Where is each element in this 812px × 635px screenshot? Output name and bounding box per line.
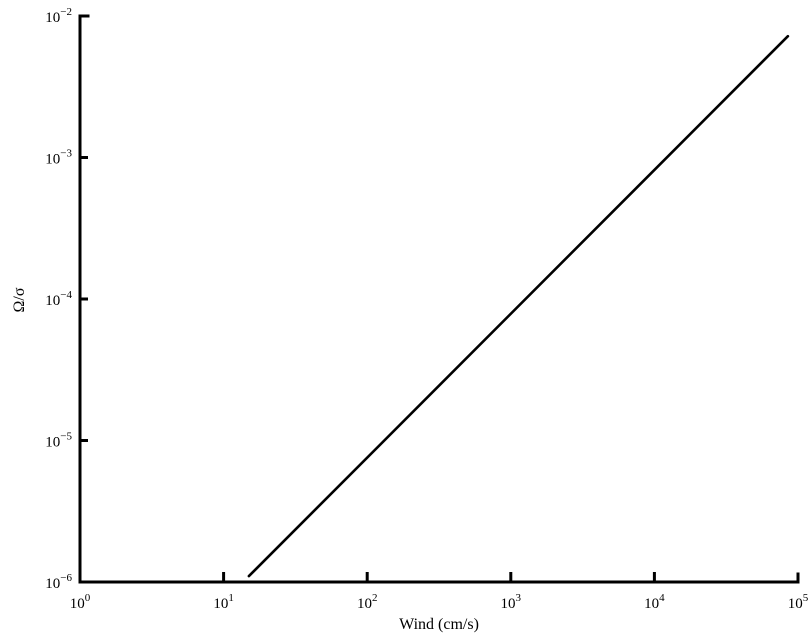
x-tick-label: 103 [501, 592, 522, 612]
series-line [247, 34, 790, 578]
x-axis-label: Wind (cm/s) [399, 616, 479, 633]
y-axis-label: Ω/σ [11, 287, 28, 312]
x-tick-label: 105 [788, 592, 809, 612]
x-tick-label: 104 [644, 592, 665, 612]
y-tick-label: 10−4 [45, 289, 72, 309]
axes [78, 14, 800, 584]
plot-lines [247, 34, 790, 578]
y-tick-label: 10−3 [45, 148, 72, 168]
x-tick-label: 101 [213, 592, 234, 612]
y-tick-label: 10−6 [45, 572, 72, 592]
axis-frame [78, 14, 800, 584]
x-tick-label: 102 [357, 592, 378, 612]
y-tick-label: 10−2 [45, 6, 72, 26]
y-ticks: 10−6 10−5 10−4 10−3 10−2 [45, 6, 88, 592]
y-tick-label: 10−5 [45, 431, 72, 451]
x-ticks: 100 101 102 103 104 105 [70, 572, 809, 612]
x-tick-label: 100 [70, 592, 91, 612]
